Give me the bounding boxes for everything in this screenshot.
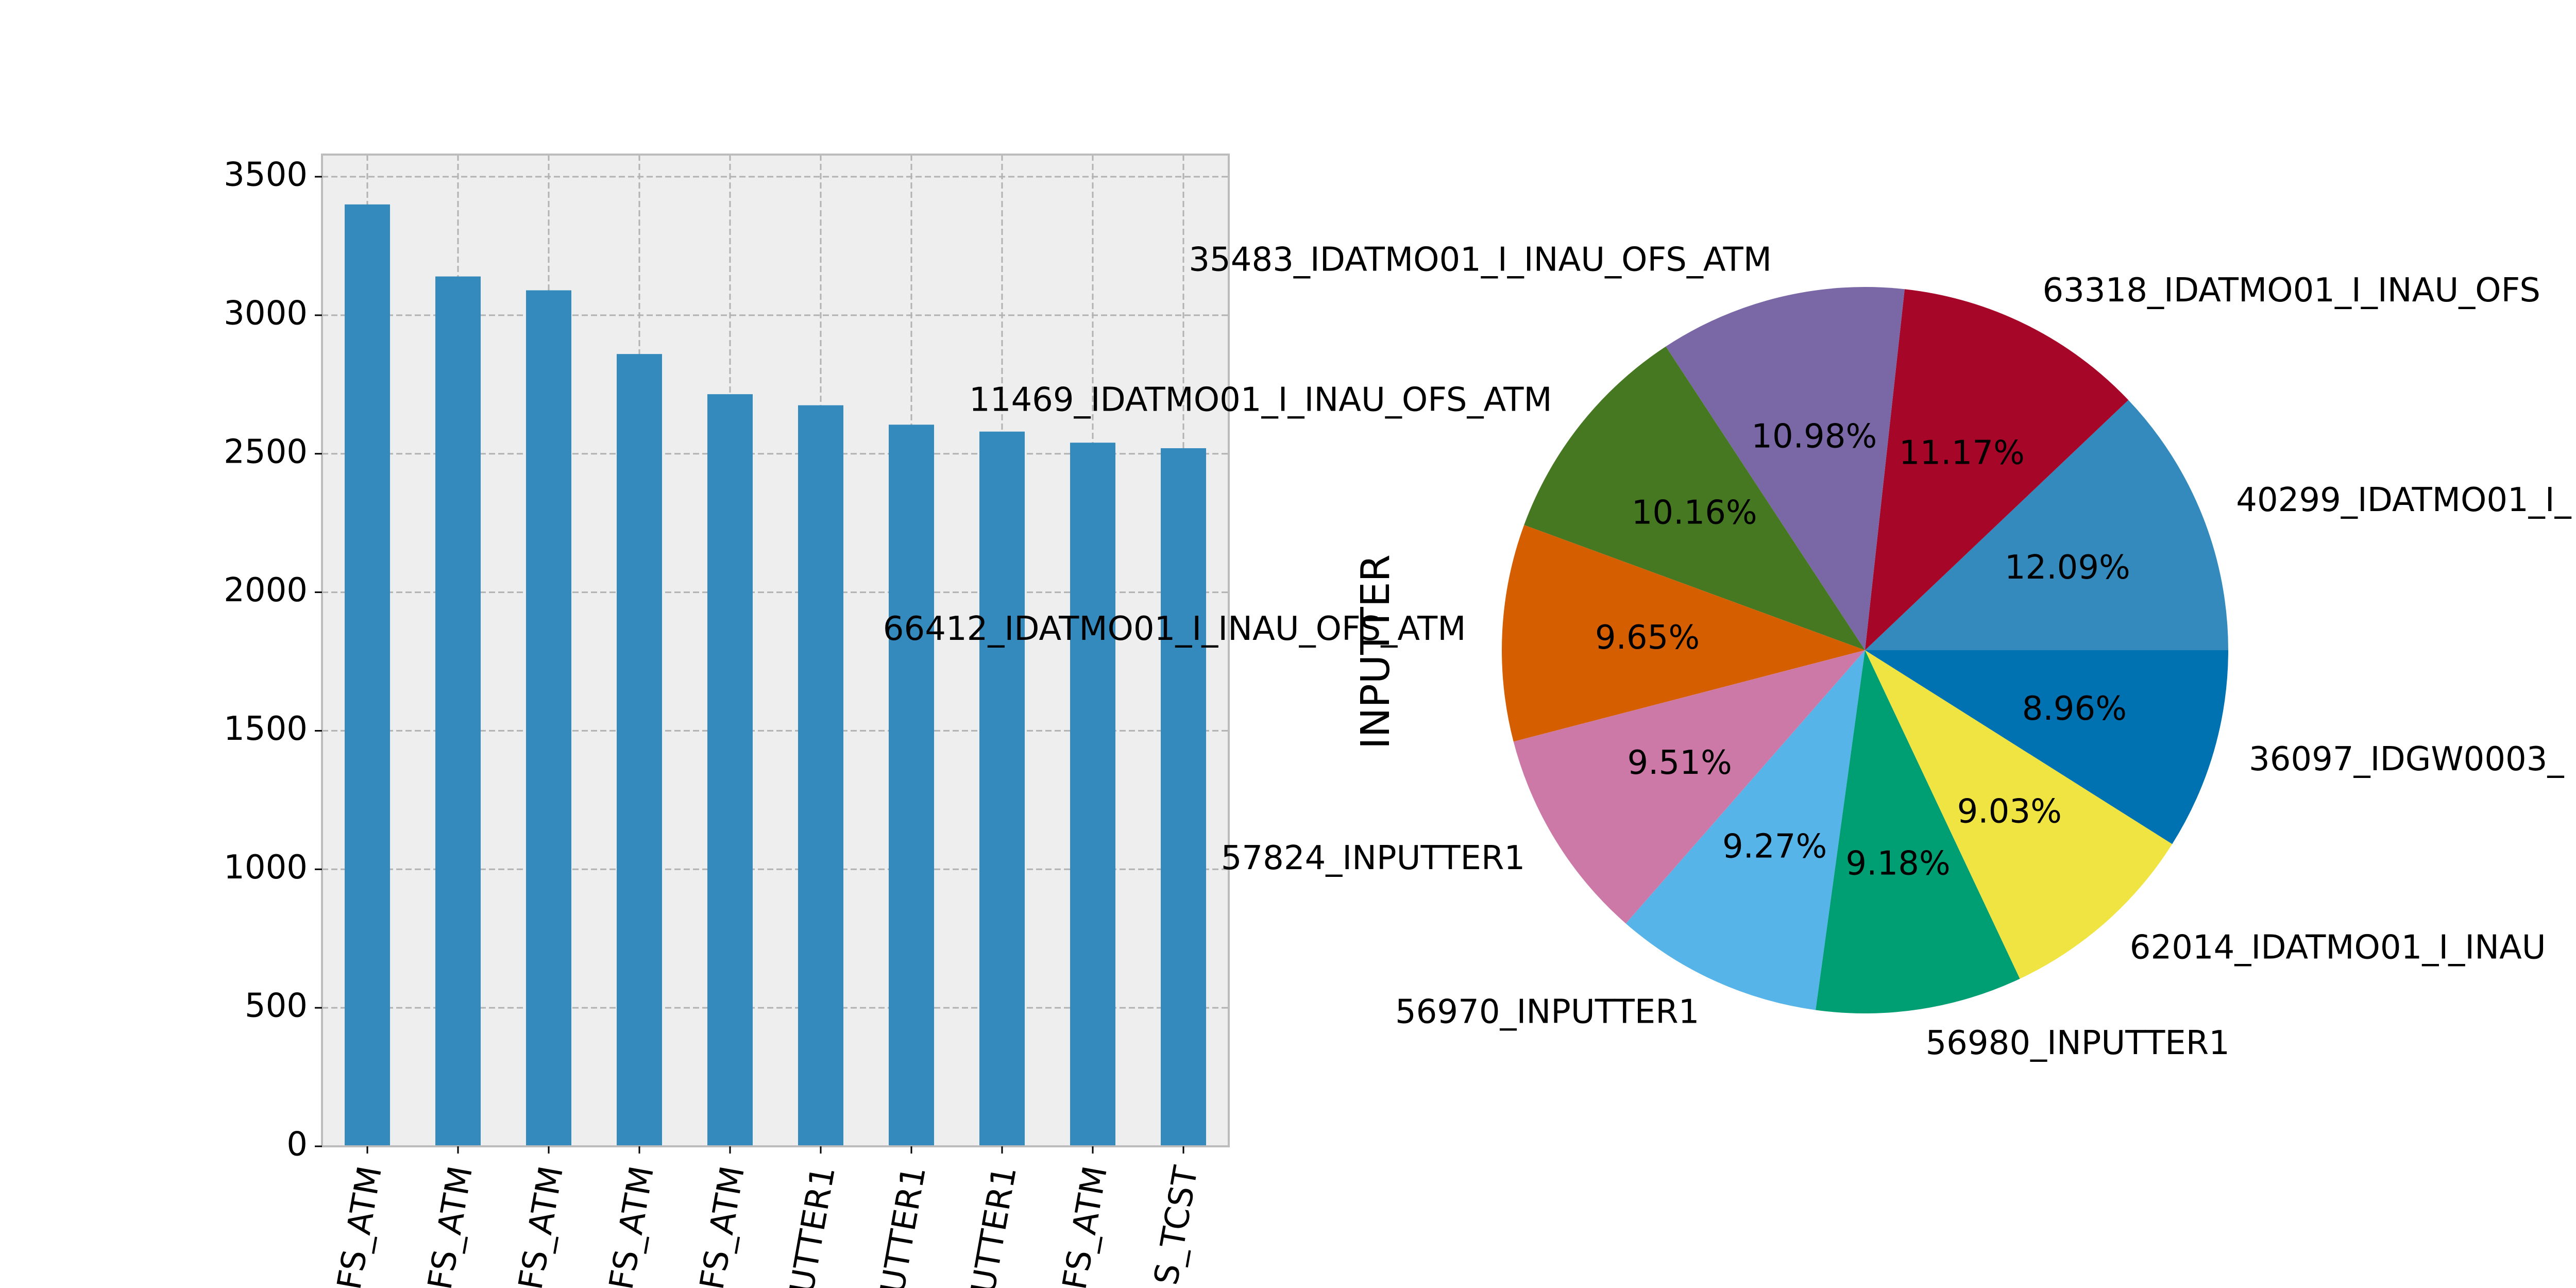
pie-percent-labels: 12.09% 11.17% 10.98% 10.16% 9.65% 9.51% 9.27% 9… [1595,417,2130,883]
bar [979,431,1025,1146]
bar-axes-frame [321,154,1230,1147]
pie-slice [1865,650,2173,979]
bar-x-tick-label: UTTER1 [783,1163,843,1288]
bar-x-tick-label: S_TCST [1147,1163,1206,1288]
bar-y-tick-label: 2000 [224,571,308,609]
pie-percent-label: 9.51% [1627,744,1732,782]
bar-y-tick-label: 500 [245,987,308,1025]
pie-slice-label: 40299_IDATMO01_I_ [2236,481,2571,519]
bar-y-tick-label: 3500 [224,156,308,194]
bar [1161,448,1206,1146]
pie-slice-label: 36097_IDGW0003_ [2249,740,2565,778]
pie-slice [1524,346,1865,650]
pie-percent-label: 12.09% [2005,549,2130,587]
bar-y-tick-label: 1500 [224,710,308,748]
pie-percent-label: 8.96% [2022,690,2127,728]
pie-labels: 40299_IDATMO01_I_ 63318_IDATMO01_I_INAU_O… [883,241,2572,1063]
pie-slice [1865,650,2228,844]
bar-x-tick-label: FS_ATM [421,1163,480,1288]
bar [435,276,481,1146]
bar-marks [345,204,1206,1147]
pie-slice-label: 56970_INPUTTER1 [1395,993,1699,1031]
bar-x-tick-label: FS_ATM [693,1163,752,1288]
bar [1070,443,1115,1146]
pie-slice-label: 56980_INPUTTER1 [1925,1024,2229,1062]
bar [798,405,843,1146]
pie-percent-label: 10.16% [1632,494,1757,532]
pie-slice [1865,289,2129,650]
bar-y-tick-label: 2500 [224,433,308,471]
pie-percent-label: 10.98% [1751,417,1877,455]
bar [707,394,753,1147]
pie-slice [1865,400,2228,650]
pie-chart: 40299_IDATMO01_I_ 63318_IDATMO01_I_INAU_O… [883,241,2572,1063]
bar-y-tick-label: 0 [286,1126,308,1164]
pie-slice [1666,287,1905,650]
pie-slice-label: 66412_IDATMO01_I_INAU_OFS_ATM [883,610,1466,648]
pie-slice [1502,525,1865,742]
pie-slice [1513,650,1865,924]
bar-x-ticks: FS_ATM FS_ATM FS_ATM FS_ATM FS_ATM UTTER1 UTTE… [330,1146,1206,1288]
bar-x-tick-label: FS_ATM [602,1163,662,1288]
pie-slice-label: 35483_IDATMO01_I_INAU_OFS_ATM [1189,241,1772,279]
pie-slice-label: 11469_IDATMO01_I_INAU_OFS_ATM [969,381,1552,419]
bar-y-tick-label: 1000 [224,849,308,887]
pie-percent-label: 9.27% [1722,827,1827,866]
bar-x-tick-label: FS_ATM [330,1163,389,1288]
pie-percent-label: 9.65% [1595,619,1700,657]
bar [617,354,662,1146]
bar [526,290,571,1146]
pie-slice [1816,650,2020,1013]
bar-x-tick-label: UTTER1 [874,1163,934,1288]
bar-x-tick-label: FS_ATM [512,1163,571,1288]
pie-percent-label: 9.03% [1957,792,2062,831]
bar-x-tick-label: UTTER1 [964,1163,1024,1288]
bar-x-tick-label: FS_ATM [1056,1163,1115,1288]
bar-y-tick-label: 3000 [224,294,308,332]
bar [889,425,934,1146]
pie-slices [1502,287,2228,1013]
bar [345,204,390,1146]
pie-slice-label: 63318_IDATMO01_I_INAU_OFS [2042,272,2540,310]
pie-slice-label: 62014_IDATMO01_I_INAU [2130,928,2546,967]
pie-y-axis-label: INPUTTER [1353,554,1399,749]
pie-percent-label: 11.17% [1899,434,2025,472]
pie-percent-label: 9.18% [1845,845,1950,883]
bar-y-ticks: 0 500 1000 1500 2000 2500 3000 3500 [224,156,322,1164]
pie-slice [1625,650,1865,1010]
pie-slice-label: 57824_INPUTTER1 [1221,839,1525,877]
